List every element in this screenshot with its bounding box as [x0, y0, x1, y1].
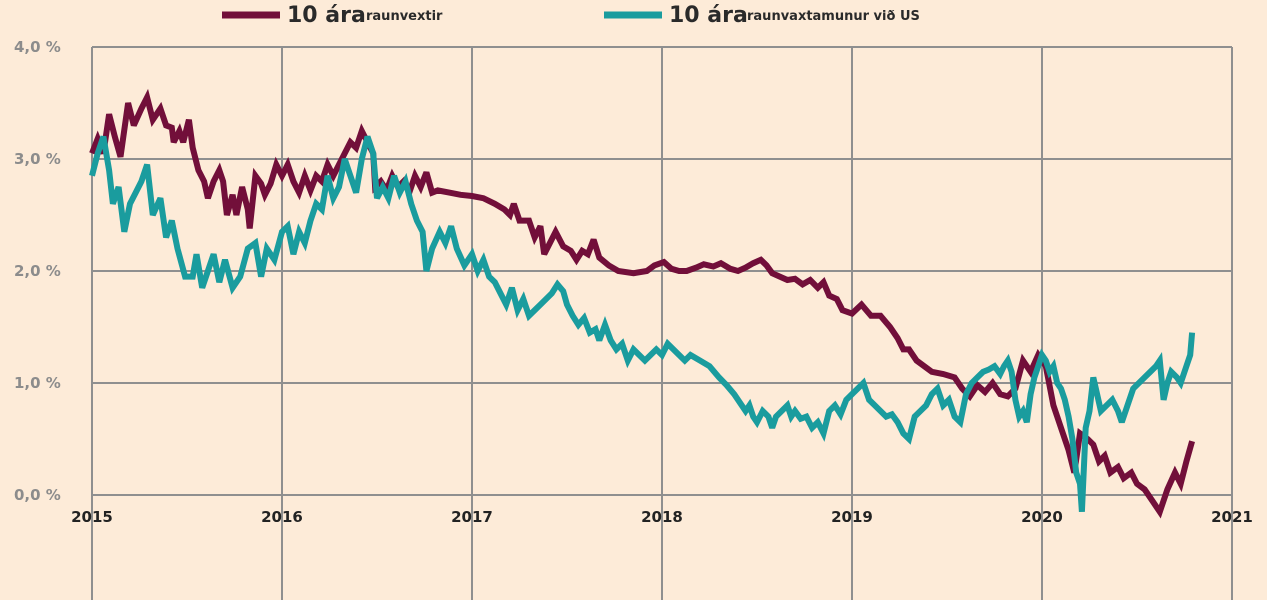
x-tick-label: 2015 — [71, 508, 113, 526]
series-line-us-spread — [89, 135, 1196, 513]
y-axis-ticks: 4,0 % 3,0 % 2,0 % 1,0 % 0,0 % -1,0 % — [14, 38, 67, 600]
x-axis-ticks: 2015 2016 2017 2018 2019 2020 2021 — [71, 508, 1253, 526]
series-layer — [89, 88, 1196, 519]
y-tick-label: 0,0 % — [14, 486, 61, 504]
legend: 10 ára raunvextir 10 ára raunvaxtamunur … — [222, 3, 920, 28]
y-tick-label: 1,0 % — [14, 374, 61, 392]
x-tick-label: 2016 — [261, 508, 303, 526]
legend-item-real-rates: 10 ára raunvextir — [222, 3, 443, 28]
y-tick-label: 4,0 % — [14, 38, 61, 56]
x-tick-label: 2020 — [1021, 508, 1063, 526]
y-tick-label: 2,0 % — [14, 262, 61, 280]
x-tick-label: 2018 — [641, 508, 683, 526]
y-tick-label: 3,0 % — [14, 150, 61, 168]
series-line-real-rates — [89, 88, 1195, 519]
y-tick-label: -1,0 % — [14, 598, 67, 600]
legend-label-real-rates-big: 10 ára — [287, 3, 366, 28]
x-tick-label: 2019 — [831, 508, 873, 526]
legend-label-us-spread-small: raunvaxtamunur við US — [747, 9, 920, 24]
x-tick-label: 2017 — [451, 508, 493, 526]
legend-label-us-spread-big: 10 ára — [669, 3, 748, 28]
grid — [91, 46, 1233, 600]
legend-item-us-spread: 10 ára raunvaxtamunur við US — [604, 3, 920, 28]
legend-label-real-rates-small: raunvextir — [366, 9, 443, 24]
x-tick-label: 2021 — [1211, 508, 1253, 526]
